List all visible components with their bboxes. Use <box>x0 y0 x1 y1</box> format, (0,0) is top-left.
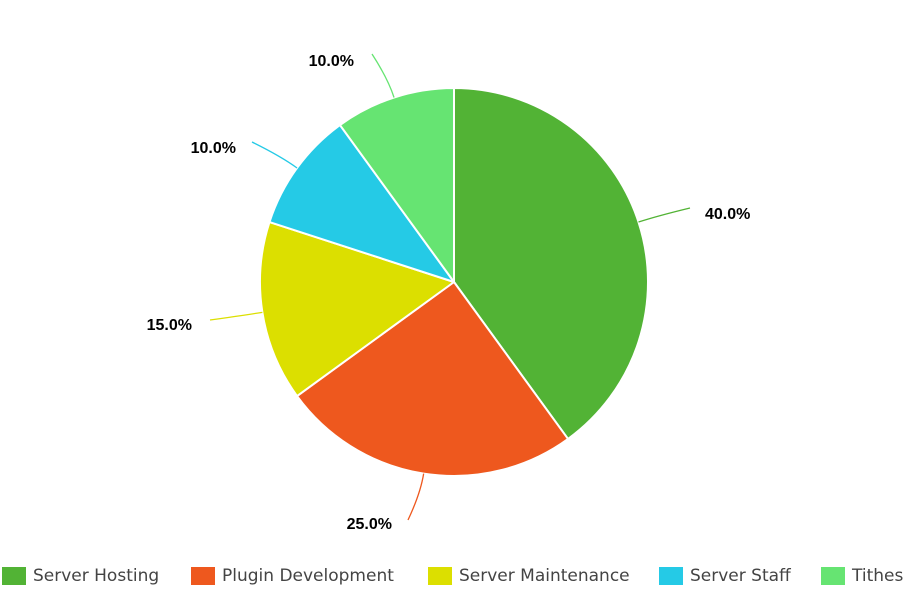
legend-item-plugin-development[interactable]: Plugin Development <box>191 562 394 590</box>
legend-label: Plugin Development <box>222 566 394 586</box>
legend-label: Server Maintenance <box>459 566 630 586</box>
data-label: 25.0% <box>347 516 392 533</box>
data-label: 15.0% <box>147 317 192 334</box>
data-label: 40.0% <box>705 206 750 223</box>
pie-slices <box>259 87 649 477</box>
label-connector <box>371 53 395 98</box>
data-labels: 40.0% 25.0% 15.0% 10.0% 10.0% <box>147 53 751 533</box>
legend-item-server-staff[interactable]: Server Staff <box>659 562 791 590</box>
legend-label: Tithes <box>852 566 904 586</box>
legend: Server Hosting Plugin Development Server M… <box>0 562 905 590</box>
legend-swatch <box>191 567 215 585</box>
label-connector <box>638 207 691 223</box>
legend-label: Server Staff <box>690 566 791 586</box>
legend-item-server-hosting[interactable]: Server Hosting <box>2 562 159 590</box>
data-label: 10.0% <box>309 53 354 70</box>
legend-item-tithes[interactable]: Tithes <box>821 562 903 590</box>
pie-slice-server-hosting[interactable] <box>453 87 649 440</box>
legend-swatch <box>2 567 26 585</box>
pie-slice-tithes[interactable] <box>338 87 455 283</box>
label-connector <box>407 473 425 521</box>
pie-slice-server-maintenance[interactable] <box>259 221 455 398</box>
legend-swatch <box>428 567 452 585</box>
data-label: 10.0% <box>191 140 236 157</box>
pie-slice-server-staff[interactable] <box>268 124 455 283</box>
label-connectors <box>209 53 691 521</box>
legend-swatch <box>821 567 845 585</box>
label-connector <box>209 311 263 321</box>
legend-label: Server Hosting <box>33 566 160 586</box>
legend-item-server-maintenance[interactable]: Server Maintenance <box>428 562 630 590</box>
label-connector <box>251 141 298 169</box>
pie-slice-plugin-development[interactable] <box>296 281 570 477</box>
legend-swatch <box>659 567 683 585</box>
